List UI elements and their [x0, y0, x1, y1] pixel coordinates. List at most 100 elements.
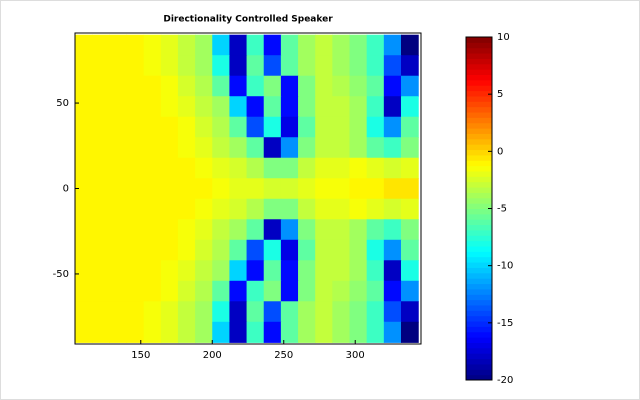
heatmap-cell — [126, 301, 145, 323]
heatmap-cell — [383, 219, 402, 241]
heatmap-cell — [332, 116, 351, 138]
heatmap-cell — [383, 34, 402, 56]
heatmap-cell — [212, 280, 231, 302]
heatmap-cell — [366, 137, 385, 159]
colorbar-swatch — [466, 229, 492, 236]
heatmap-cell — [212, 198, 231, 220]
heatmap-cell — [280, 157, 299, 179]
heatmap-cell — [92, 157, 110, 179]
heatmap-cell — [229, 219, 248, 241]
heatmap-cell — [246, 34, 265, 56]
colorbar-swatch — [466, 144, 492, 151]
heatmap-cell — [109, 239, 128, 261]
heatmap-cell — [315, 75, 333, 97]
colorbar-swatch — [466, 133, 492, 140]
heatmap-cell — [246, 260, 265, 282]
colorbar-swatch — [466, 288, 492, 295]
colorbar-swatch — [466, 353, 492, 360]
colorbar-swatch — [466, 213, 492, 220]
heatmap-cell — [383, 198, 402, 220]
y-tick-label: 50 — [56, 98, 69, 109]
heatmap-cell — [263, 198, 282, 220]
heatmap-cell — [383, 75, 402, 97]
colorbar-tick-label: -15 — [497, 318, 513, 329]
heatmap-cell — [400, 96, 419, 118]
heatmap-cell — [315, 178, 333, 200]
heatmap-cell — [315, 280, 333, 302]
colorbar-swatch — [466, 90, 492, 97]
x-tick-label: 200 — [203, 350, 222, 361]
colorbar-swatch — [466, 160, 492, 167]
heatmap-cell — [263, 280, 282, 302]
heatmap-cell — [92, 301, 110, 323]
colorbar-swatch — [466, 37, 492, 43]
heatmap-cell — [212, 137, 231, 159]
heatmap-cell — [195, 280, 213, 302]
heatmap-cell — [366, 157, 385, 179]
colorbar-swatch — [466, 304, 492, 311]
heatmap-cell — [315, 301, 333, 323]
heatmap-cell — [349, 137, 368, 159]
heatmap-cell — [383, 116, 402, 138]
heatmap-cell — [75, 321, 93, 343]
heatmap-cell — [229, 260, 248, 282]
heatmap-cell — [315, 219, 333, 241]
heatmap-cell — [195, 260, 213, 282]
heatmap-cell — [315, 198, 333, 220]
heatmap-cell — [349, 280, 368, 302]
chart-title: Directionality Controlled Speaker — [163, 15, 333, 25]
colorbar-swatch — [466, 74, 492, 81]
heatmap-cell — [92, 34, 110, 56]
heatmap-cell — [143, 321, 162, 343]
heatmap-cell — [349, 75, 368, 97]
heatmap-cell — [75, 116, 93, 138]
heatmap-cell — [332, 198, 351, 220]
heatmap-cell — [246, 239, 265, 261]
heatmap-cell — [315, 55, 333, 77]
heatmap-cell — [160, 301, 179, 323]
heatmap-cell — [212, 157, 231, 179]
heatmap-cell — [160, 280, 179, 302]
heatmap-cell — [212, 321, 231, 343]
heatmap-cell — [229, 280, 248, 302]
heatmap-cell — [263, 116, 282, 138]
colorbar-swatch — [466, 63, 492, 70]
heatmap-cell — [366, 75, 385, 97]
heatmap-cell — [280, 178, 299, 200]
heatmap-cell — [75, 301, 93, 323]
heatmap-cell — [383, 137, 402, 159]
heatmap-cell — [366, 116, 385, 138]
heatmap-cell — [349, 55, 368, 77]
heatmap-cell — [246, 157, 265, 179]
heatmap-cell — [143, 75, 162, 97]
heatmap-cell — [263, 75, 282, 97]
heatmap-cell — [332, 178, 351, 200]
colorbar-swatch — [466, 128, 492, 134]
heatmap — [75, 34, 419, 343]
colorbar-swatch — [466, 272, 492, 279]
heatmap-cell — [160, 321, 179, 343]
heatmap-cell — [315, 137, 333, 159]
heatmap-cell — [383, 55, 402, 77]
heatmap-cell — [160, 260, 179, 282]
colorbar-tick-label: 5 — [497, 89, 503, 100]
heatmap-cell — [298, 219, 316, 241]
heatmap-cell — [229, 157, 248, 179]
heatmap-cell — [229, 137, 248, 159]
heatmap-cell — [246, 55, 265, 77]
heatmap-cell — [400, 301, 419, 323]
heatmap-cell — [126, 96, 145, 118]
heatmap-cell — [246, 178, 265, 200]
heatmap-cell — [109, 301, 128, 323]
heatmap-cell — [263, 239, 282, 261]
heatmap-cell — [92, 55, 110, 77]
heatmap-cell — [263, 137, 282, 159]
heatmap-cell — [280, 96, 299, 118]
heatmap-cell — [332, 96, 351, 118]
colorbar-swatch — [466, 347, 492, 354]
colorbar-swatch — [466, 299, 492, 306]
colorbar-swatch — [466, 235, 492, 242]
heatmap-cell — [229, 34, 248, 56]
x-tick-label: 250 — [274, 350, 293, 361]
heatmap-cell — [160, 198, 179, 220]
